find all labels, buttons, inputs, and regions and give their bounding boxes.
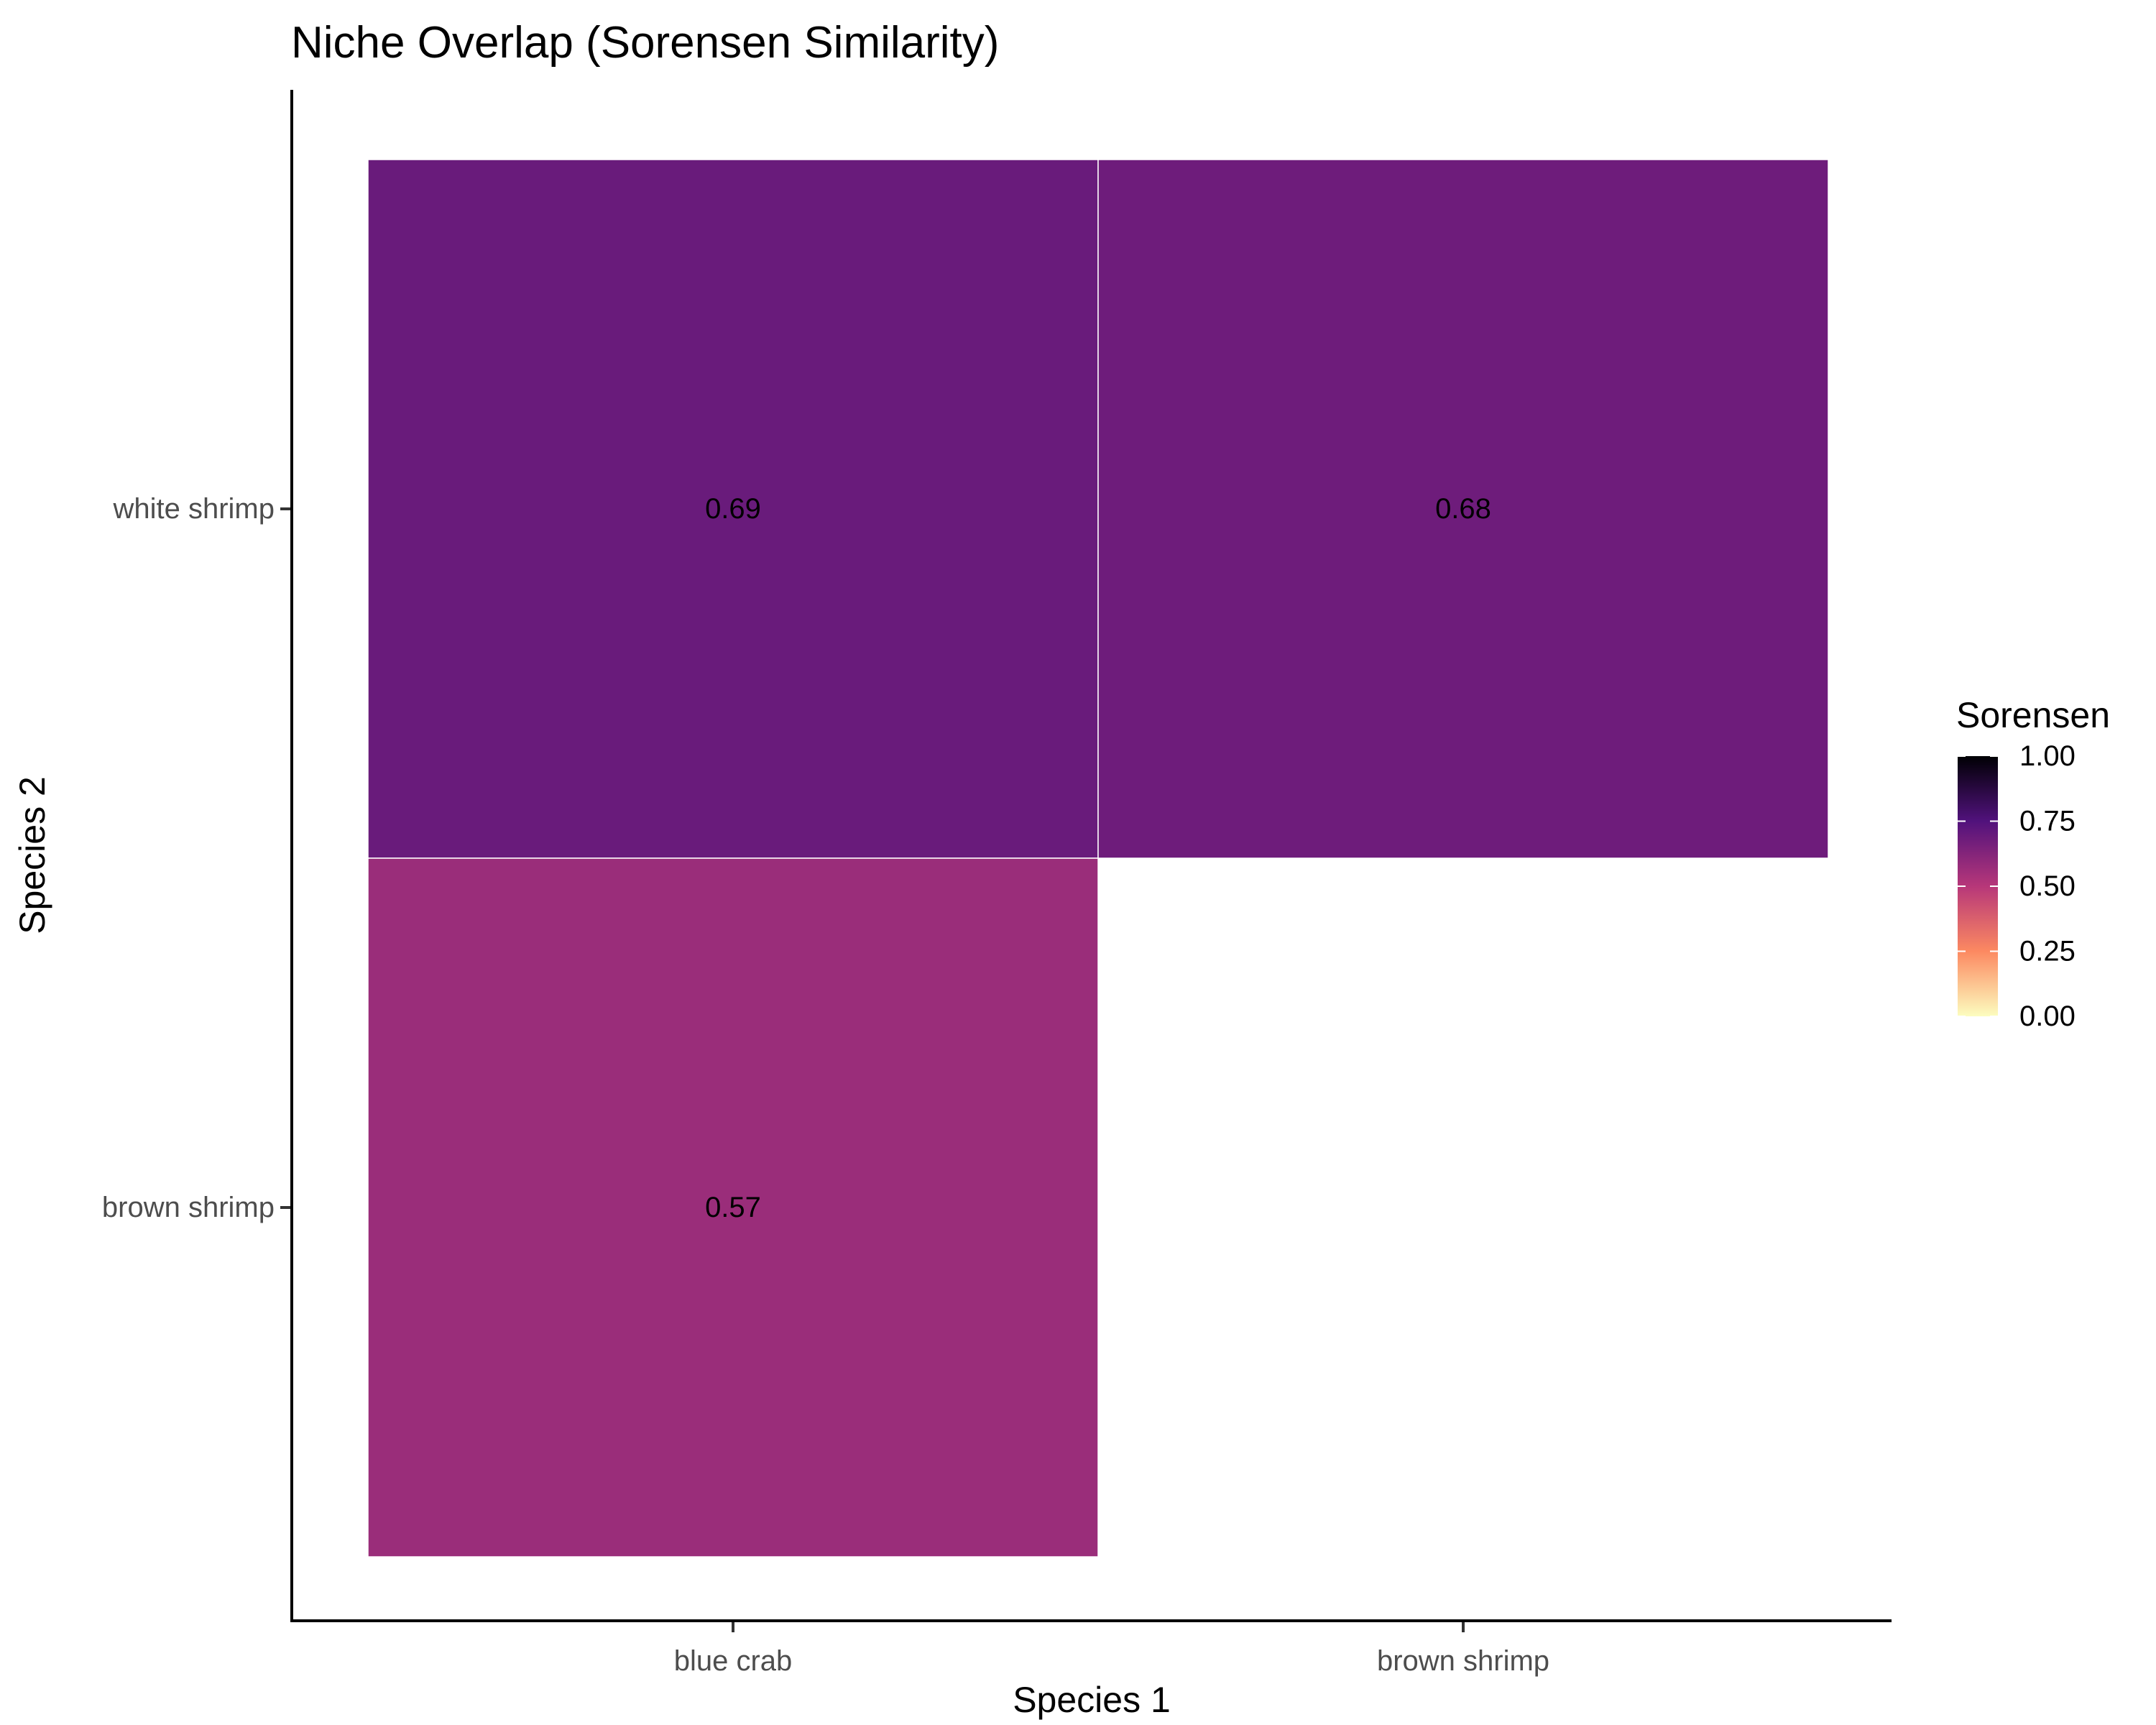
- legend-title: Sorensen: [1956, 695, 2110, 735]
- legend-ticks: 0.00 0.25 0.50 0.75 1.00: [1958, 740, 2076, 1032]
- legend-tick-label: 0.00: [2019, 1000, 2076, 1032]
- heatmap-cell-blue-crab-brown-shrimp: [367, 857, 1099, 1558]
- legend-tick-label: 0.25: [2019, 936, 2076, 967]
- chart-title: Niche Overlap (Sorensen Similarity): [291, 18, 999, 68]
- color-legend: Sorensen 0.00 0.25 0.50 0.75 1.00: [1956, 695, 2110, 1032]
- heatmap-cells: [367, 159, 1829, 1558]
- y-axis-ticks: brown shrimp white shrimp: [102, 493, 290, 1223]
- y-tick-label: white shrimp: [112, 493, 275, 525]
- legend-tick-label: 0.50: [2019, 870, 2076, 902]
- y-axis-title: Species 2: [12, 776, 52, 934]
- x-axis-title: Species 1: [1013, 1680, 1171, 1720]
- legend-tick-label: 0.75: [2019, 806, 2076, 837]
- heatmap-cell-labels: 0.69 0.68 0.57: [705, 493, 1491, 1223]
- x-tick-label: brown shrimp: [1377, 1645, 1549, 1677]
- x-axis-ticks: blue crab brown shrimp: [674, 1622, 1549, 1677]
- heatmap-cell-brown-shrimp-white-shrimp: [1097, 159, 1829, 859]
- legend-tick-label: 1.00: [2019, 740, 2076, 772]
- cell-value-label: 0.69: [705, 493, 761, 525]
- heatmap-cell-blue-crab-white-shrimp: [367, 159, 1099, 859]
- cell-value-label: 0.57: [705, 1192, 761, 1223]
- x-tick-label: blue crab: [674, 1645, 793, 1677]
- y-tick-label: brown shrimp: [102, 1192, 275, 1223]
- cell-value-label: 0.68: [1435, 493, 1491, 525]
